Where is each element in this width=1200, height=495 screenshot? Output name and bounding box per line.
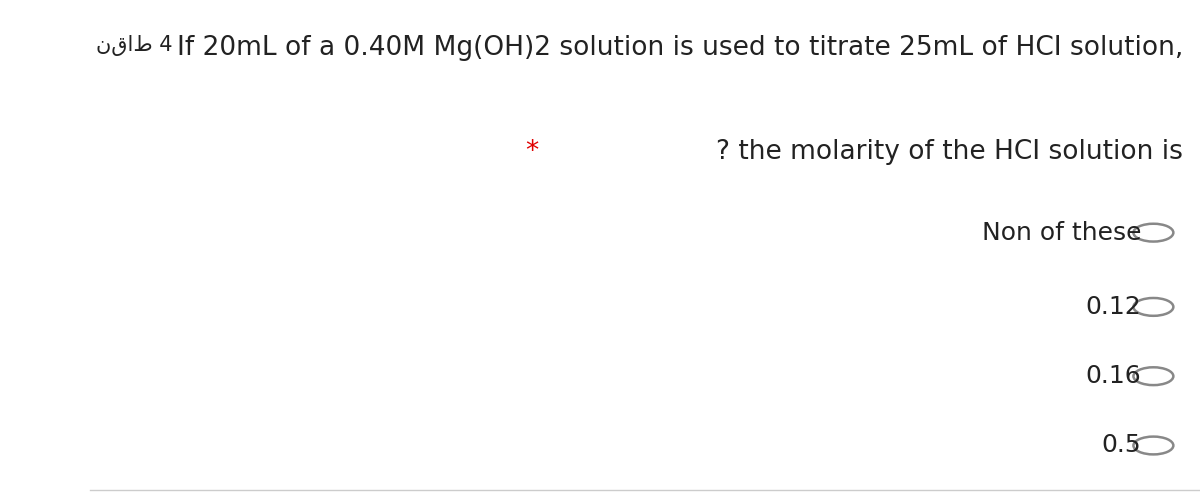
- Text: ? the molarity of the HCI solution is: ? the molarity of the HCI solution is: [716, 139, 1183, 165]
- Text: 0.16: 0.16: [1086, 364, 1141, 388]
- Text: *: *: [526, 139, 539, 165]
- Text: نقاط 4: نقاط 4: [96, 35, 173, 55]
- Text: Non of these: Non of these: [982, 221, 1141, 245]
- Text: If 20mL of a 0.40M Mg(OH)2 solution is used to titrate 25mL of HCI solution,: If 20mL of a 0.40M Mg(OH)2 solution is u…: [176, 35, 1183, 61]
- Text: 0.5: 0.5: [1102, 434, 1141, 457]
- Text: 0.12: 0.12: [1086, 295, 1141, 319]
